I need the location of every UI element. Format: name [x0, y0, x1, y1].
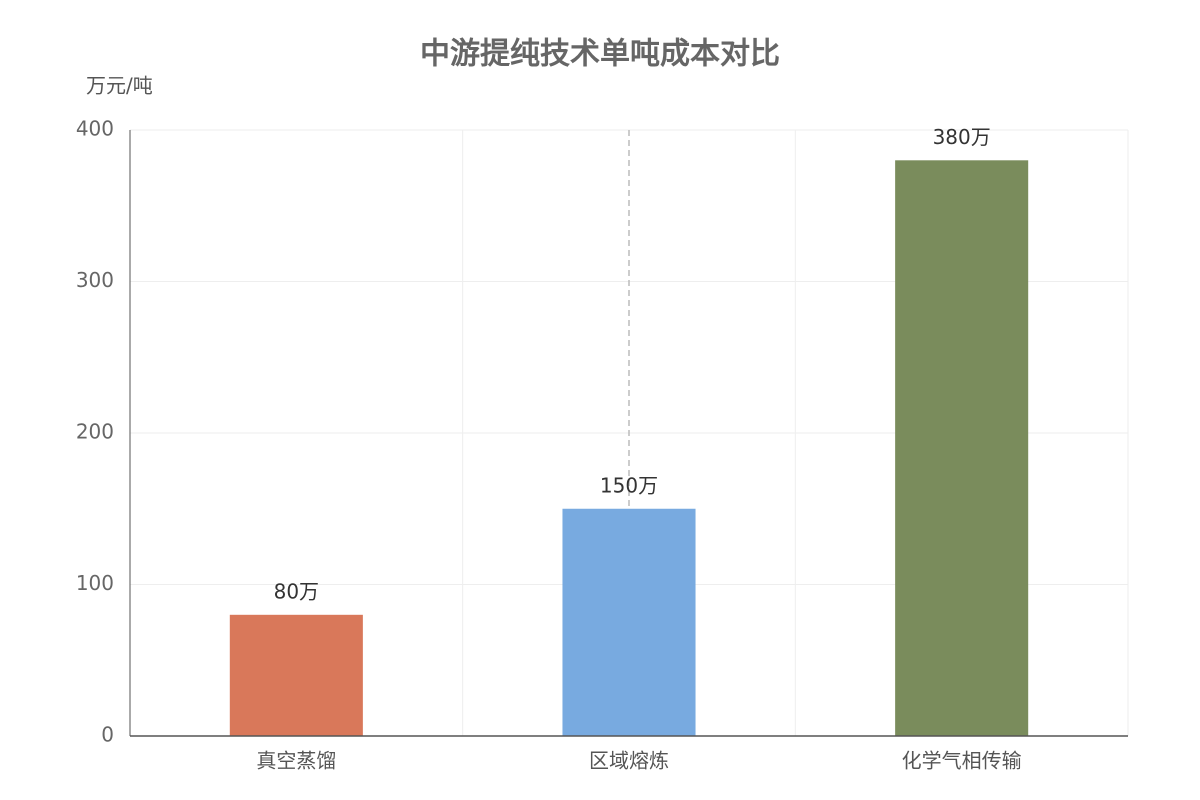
x-tick-label: 化学气相传输: [902, 749, 1022, 773]
y-tick-label: 400: [76, 117, 114, 141]
x-tick-label: 真空蒸馏: [256, 749, 336, 773]
y-tick-label: 0: [101, 723, 114, 747]
bar: [562, 508, 696, 736]
value-label: 80万: [274, 579, 319, 603]
value-label: 380万: [933, 125, 991, 149]
bar: [895, 160, 1029, 737]
x-tick-label: 区域熔炼: [589, 749, 669, 773]
bar: [229, 614, 363, 736]
y-tick-label: 300: [76, 268, 114, 292]
y-tick-label: 200: [76, 420, 114, 444]
chart-title: 中游提纯技术单吨成本对比: [420, 37, 780, 72]
value-label: 150万: [600, 473, 658, 497]
y-tick-label: 100: [76, 571, 114, 595]
y-axis-label: 万元/吨: [86, 74, 153, 98]
